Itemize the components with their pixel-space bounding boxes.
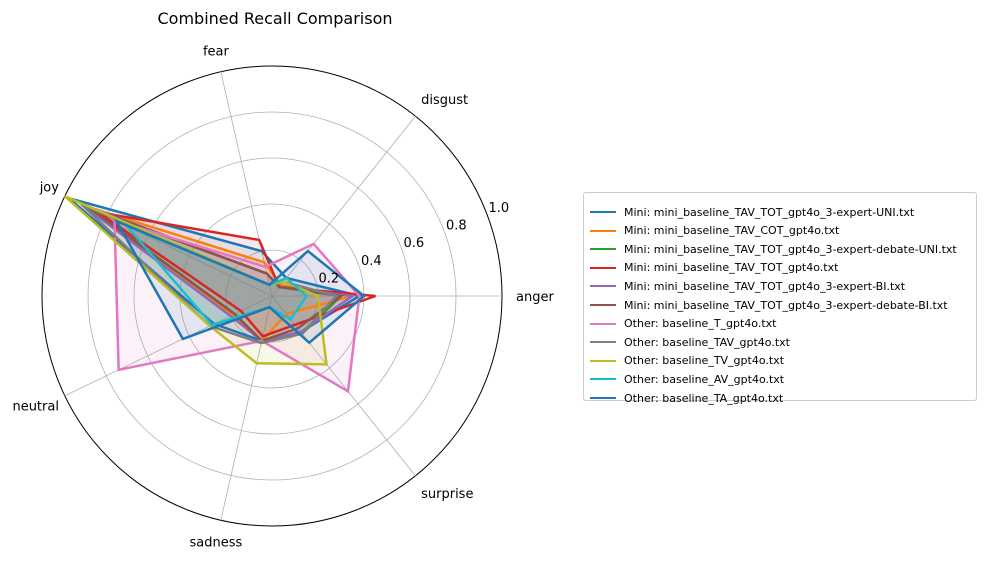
series-line [113,218,366,345]
legend-item: Other: baseline_T_gpt4o.txt [584,315,776,333]
axis-label-anger: anger [516,290,554,305]
axis-label-fear: fear [203,44,230,59]
legend-item: Mini: mini_baseline_TAV_TOT_gpt4o.txt [584,259,838,277]
series-fill [116,221,364,343]
legend-item: Mini: mini_baseline_TAV_TOT_gpt4o_3-expe… [584,296,948,314]
grid-spoke [64,295,273,397]
legend-swatch [590,211,616,213]
legend-swatch [590,285,616,288]
series-line [88,207,345,343]
legend-swatch [590,229,616,232]
legend-item: Mini: mini_baseline_TAV_TOT_gpt4o_3-expe… [584,240,957,258]
chart-title: Combined Recall Comparison [158,9,393,28]
legend-item: Other: baseline_TAV_gpt4o.txt [584,333,790,351]
legend-label: Other: baseline_T_gpt4o.txt [624,317,777,331]
legend-label: Other: baseline_AV_gpt4o.txt [624,372,785,386]
series-fill [85,206,353,341]
legend-swatch [590,304,616,306]
legend-swatch [590,378,616,381]
series-line [125,224,309,327]
grid-spoke [271,295,416,477]
r-tick-label: 0.4 [361,254,382,269]
legend-label: Other: baseline_TV_gpt4o.txt [624,354,785,368]
series-fill [89,208,341,341]
axis-labels: anger disgust fear joy neutral sadness surpris… [12,44,554,550]
r-tick-label: 0.2 [318,271,339,286]
legend-label: Mini: mini_baseline_TAV_TOT_gpt4o_3-expe… [624,242,957,256]
legend-label: Other: baseline_TA_gpt4o.txt [624,391,784,405]
legend-swatch [590,397,616,399]
grid-spoke [220,71,273,297]
legend-swatch [590,248,616,251]
series-fill [81,204,353,341]
legend-swatch [590,266,616,269]
r-tick-label: 0.8 [446,219,467,234]
r-tick-label: 1.0 [488,201,509,216]
grid-spoke [220,295,273,521]
legend-swatch [590,359,616,362]
legend-item: Mini: mini_baseline_TAV_COT_gpt4o.txt [584,222,839,240]
series-lines [63,195,376,394]
series-fill [68,198,360,341]
axis-label-disgust: disgust [421,93,468,108]
legend-item: Mini: mini_baseline_TAV_TOT_gpt4o_3-expe… [584,203,914,221]
legend: Mini: mini_baseline_TAV_TOT_gpt4o_3-expe… [583,192,977,405]
axis-label-surprise: surprise [421,487,473,502]
polar-grid [41,65,503,527]
grid-spoke [271,115,416,297]
legend-label: Mini: mini_baseline_TAV_TOT_gpt4o.txt [624,261,839,275]
legend-swatch [590,341,616,344]
series-fill [91,209,341,341]
legend-label: Mini: mini_baseline_TAV_COT_gpt4o.txt [624,224,840,238]
r-tick-label: 0.6 [403,236,424,251]
axis-label-neutral: neutral [12,399,59,414]
axis-label-sadness: sadness [190,536,243,551]
legend-label: Mini: mini_baseline_TAV_TOT_gpt4o_3-expe… [624,298,948,312]
legend-item: Other: baseline_TV_gpt4o.txt [584,352,784,370]
series-fill [126,226,307,325]
legend-label: Mini: mini_baseline_TAV_TOT_gpt4o_3-expe… [624,279,906,293]
series-line [63,195,328,366]
legend-item: Mini: mini_baseline_TAV_TOT_gpt4o_3-expe… [584,277,905,295]
axis-label-joy: joy [39,181,60,196]
legend-label: Other: baseline_TAV_gpt4o.txt [624,335,790,349]
series-line [113,218,361,394]
legend-item: Other: baseline_AV_gpt4o.txt [584,370,784,388]
series-fill [114,220,360,392]
radial-tick-labels: 0.2 0.4 0.6 0.8 1.0 [318,201,509,286]
legend-label: Mini: mini_baseline_TAV_TOT_gpt4o_3-expe… [624,205,915,219]
legend-item: Other: baseline_TA_gpt4o.txt [584,389,783,407]
legend-swatch [590,322,616,325]
